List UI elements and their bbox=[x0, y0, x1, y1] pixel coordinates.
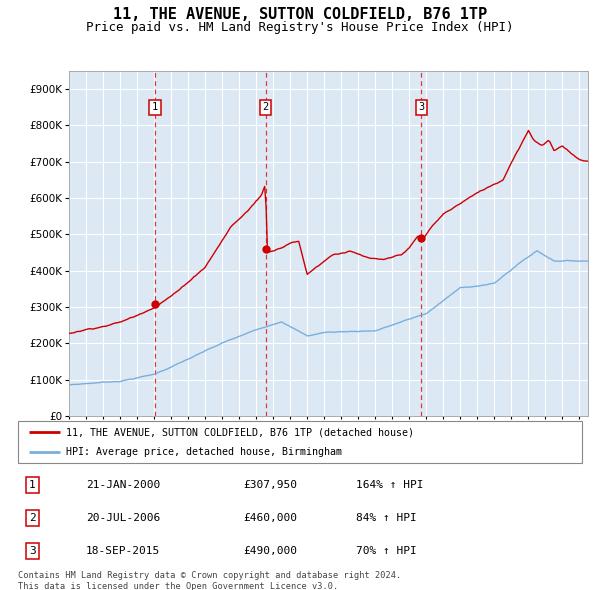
Text: HPI: Average price, detached house, Birmingham: HPI: Average price, detached house, Birm… bbox=[66, 447, 342, 457]
Text: 3: 3 bbox=[418, 102, 425, 112]
Text: 84% ↑ HPI: 84% ↑ HPI bbox=[356, 513, 417, 523]
Text: £460,000: £460,000 bbox=[244, 513, 298, 523]
Text: £307,950: £307,950 bbox=[244, 480, 298, 490]
Text: 70% ↑ HPI: 70% ↑ HPI bbox=[356, 546, 417, 556]
Text: 11, THE AVENUE, SUTTON COLDFIELD, B76 1TP (detached house): 11, THE AVENUE, SUTTON COLDFIELD, B76 1T… bbox=[66, 427, 414, 437]
FancyBboxPatch shape bbox=[18, 421, 582, 463]
Text: 3: 3 bbox=[29, 546, 35, 556]
Text: 2: 2 bbox=[262, 102, 269, 112]
Text: 20-JUL-2006: 20-JUL-2006 bbox=[86, 513, 160, 523]
Text: Price paid vs. HM Land Registry's House Price Index (HPI): Price paid vs. HM Land Registry's House … bbox=[86, 21, 514, 34]
Text: 164% ↑ HPI: 164% ↑ HPI bbox=[356, 480, 424, 490]
Text: 1: 1 bbox=[152, 102, 158, 112]
Text: 11, THE AVENUE, SUTTON COLDFIELD, B76 1TP: 11, THE AVENUE, SUTTON COLDFIELD, B76 1T… bbox=[113, 7, 487, 22]
Text: Contains HM Land Registry data © Crown copyright and database right 2024.
This d: Contains HM Land Registry data © Crown c… bbox=[18, 571, 401, 590]
Text: 18-SEP-2015: 18-SEP-2015 bbox=[86, 546, 160, 556]
Text: £490,000: £490,000 bbox=[244, 546, 298, 556]
Text: 1: 1 bbox=[29, 480, 35, 490]
Text: 21-JAN-2000: 21-JAN-2000 bbox=[86, 480, 160, 490]
Text: 2: 2 bbox=[29, 513, 35, 523]
